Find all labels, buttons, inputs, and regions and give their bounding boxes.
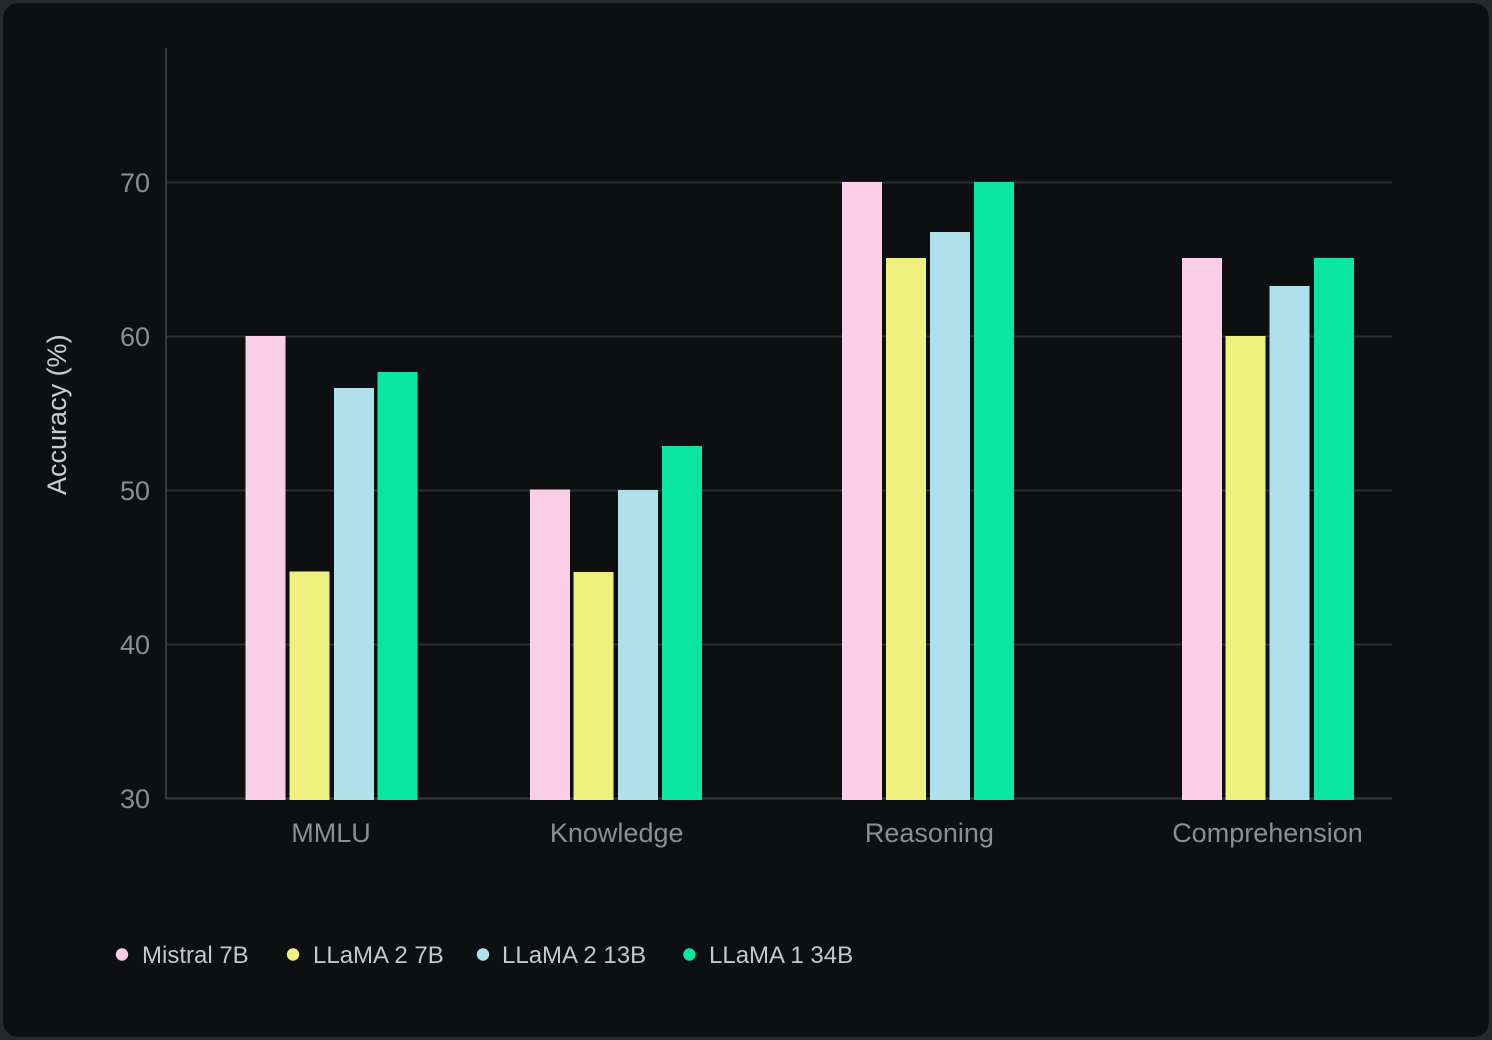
svg-text:40: 40 — [120, 630, 150, 660]
svg-text:30: 30 — [120, 784, 150, 814]
svg-text:MMLU: MMLU — [291, 818, 371, 848]
svg-text:Reasoning: Reasoning — [865, 818, 994, 848]
svg-text:Knowledge: Knowledge — [550, 818, 684, 848]
svg-text:Accuracy (%): Accuracy (%) — [42, 334, 72, 495]
svg-text:50: 50 — [120, 476, 150, 506]
svg-text:70: 70 — [120, 168, 150, 198]
svg-text:Mistral 7B: Mistral 7B — [142, 942, 249, 969]
svg-text:LLaMA 1 34B: LLaMA 1 34B — [709, 942, 853, 969]
svg-text:Comprehension: Comprehension — [1172, 818, 1363, 848]
svg-text:LLaMA 2 7B: LLaMA 2 7B — [313, 942, 444, 969]
svg-text:LLaMA 2 13B: LLaMA 2 13B — [502, 942, 646, 969]
svg-text:60: 60 — [120, 322, 150, 352]
